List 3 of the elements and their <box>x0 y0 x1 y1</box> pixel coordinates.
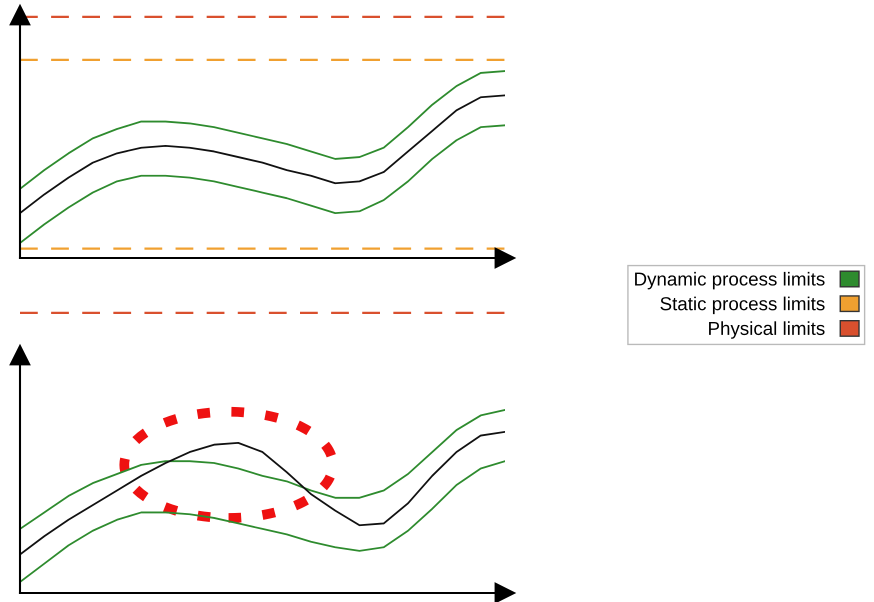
legend-label: Static process limits <box>660 296 825 314</box>
legend-label: Dynamic process limits <box>635 272 825 290</box>
legend-label: Physical limits <box>709 321 825 339</box>
